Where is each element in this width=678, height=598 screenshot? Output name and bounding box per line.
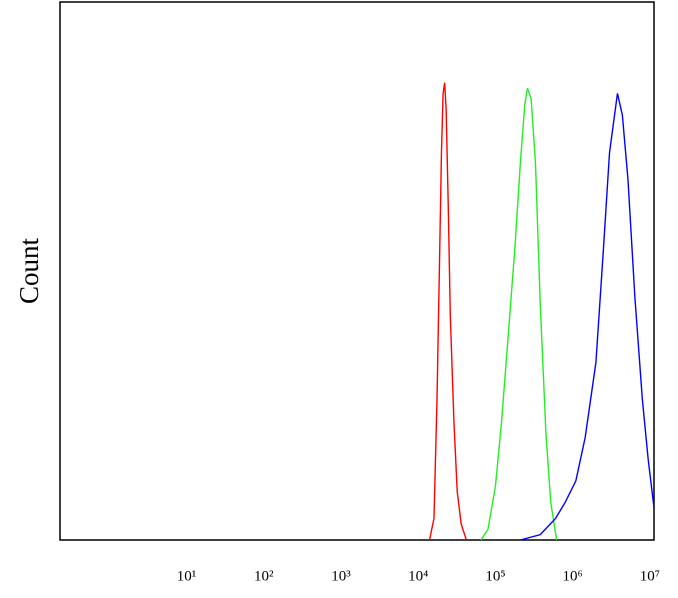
histogram-line <box>520 93 655 541</box>
x-tick-label: 10⁴ <box>408 568 428 584</box>
x-tick-label: 10² <box>254 568 274 584</box>
histogram-line <box>480 87 558 541</box>
histogram-line <box>428 82 468 541</box>
x-tick-label: 10⁷ <box>640 568 660 584</box>
x-tick-label: 10⁶ <box>563 568 583 584</box>
x-tick-label: 10⁵ <box>485 568 505 584</box>
y-axis-label: Count <box>14 237 44 304</box>
x-tick-label: 10³ <box>331 568 351 584</box>
plot-frame <box>59 1 655 541</box>
x-tick-label: 10¹ <box>177 568 197 584</box>
